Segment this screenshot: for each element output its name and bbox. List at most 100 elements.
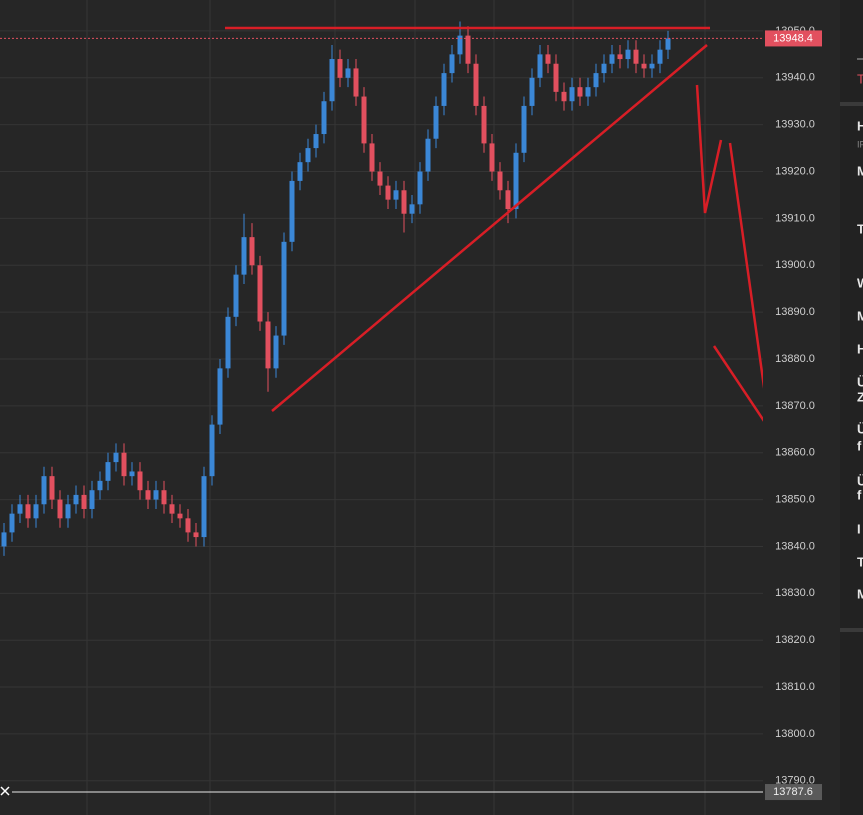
candle-body <box>41 476 47 505</box>
separator <box>840 102 863 106</box>
candle-body <box>49 476 55 500</box>
candle-body <box>337 59 343 78</box>
crosshair-label: 13787.6 <box>773 786 813 798</box>
y-tick-label: 13920.0 <box>775 165 815 177</box>
candle-body <box>297 162 303 181</box>
candle-body <box>137 471 143 491</box>
candle-body <box>609 54 615 64</box>
side-panel-text: f <box>857 438 862 453</box>
side-panel-text: IF <box>857 139 863 149</box>
y-tick-label: 13800.0 <box>775 728 815 740</box>
crosshair-tag <box>765 784 822 801</box>
y-tick-label: 13880.0 <box>775 353 815 365</box>
side-panel-text: T <box>857 221 863 236</box>
candle-body <box>273 335 279 369</box>
arrow-stroke <box>695 84 723 214</box>
candle-body <box>281 241 287 336</box>
side-panel-text: T <box>857 71 863 86</box>
candle-body <box>385 185 391 200</box>
y-tick-label: 13830.0 <box>775 587 815 599</box>
candle-body <box>313 134 319 149</box>
candle-body <box>649 63 655 69</box>
candle-body <box>537 54 543 78</box>
candle-body <box>201 476 207 538</box>
candle-body <box>185 518 191 533</box>
last-price-label: 13948.4 <box>773 32 813 44</box>
candle-body <box>657 49 663 64</box>
candle-body <box>449 54 455 74</box>
side-panel-text: Ü <box>857 374 863 389</box>
candle-body <box>105 462 111 481</box>
y-tick-label: 13810.0 <box>775 681 815 693</box>
candle-body <box>417 171 423 205</box>
side-panel-bg <box>840 0 863 815</box>
candle-body <box>121 452 127 477</box>
candle-body <box>225 316 231 369</box>
candle-body <box>641 63 647 69</box>
candle-body <box>73 494 79 505</box>
candle-body <box>497 171 503 191</box>
candle-body <box>393 190 399 200</box>
y-tick-label: 13910.0 <box>775 212 815 224</box>
candle-body <box>241 237 247 275</box>
candle-body <box>593 73 599 88</box>
candle-body <box>9 513 15 533</box>
candle-body <box>465 35 471 64</box>
candle-body <box>217 368 223 425</box>
price-axis <box>763 0 840 815</box>
candle-body <box>409 204 415 214</box>
side-panel-text: H <box>857 118 863 133</box>
candle-body <box>633 49 639 64</box>
candle-body <box>161 490 167 505</box>
vertical-grid <box>86 0 706 815</box>
candle-body <box>193 532 199 538</box>
candle-body <box>177 513 183 519</box>
y-tick-label: 13900.0 <box>775 259 815 271</box>
candle-body <box>289 180 295 242</box>
candle-body <box>585 87 591 97</box>
candle-body <box>433 105 439 139</box>
candle-body <box>425 138 431 172</box>
candle-body <box>369 143 375 172</box>
candle-body <box>665 38 671 50</box>
side-panel-text: H <box>857 341 863 356</box>
candle-body <box>305 148 311 163</box>
last-price-tag <box>765 30 822 47</box>
side-panel-text: M <box>857 308 863 323</box>
y-tick-label: 13890.0 <box>775 306 815 318</box>
y-tick-label: 13790.0 <box>775 775 815 787</box>
candle-body <box>569 87 575 102</box>
candle-body <box>209 424 215 477</box>
y-tick-label: 13860.0 <box>775 447 815 459</box>
side-panel-text: W <box>857 275 863 290</box>
candle-body <box>81 494 87 509</box>
arrow-head <box>712 345 772 431</box>
candle-body <box>561 91 567 102</box>
grid <box>0 30 763 782</box>
side-panel-text: T <box>857 554 863 569</box>
candle-body <box>89 490 95 509</box>
candle-body <box>361 96 367 144</box>
candle-body <box>529 77 535 106</box>
y-tick-label: 13870.0 <box>775 400 815 412</box>
candles <box>1 21 671 556</box>
y-tick-label: 13820.0 <box>775 634 815 646</box>
y-tick-label: 13840.0 <box>775 540 815 552</box>
candle-body <box>577 87 583 97</box>
candle-body <box>65 504 71 519</box>
candle-body <box>625 49 631 60</box>
candle-body <box>545 54 551 64</box>
candle-body <box>377 171 383 186</box>
drawings <box>225 26 790 431</box>
candle-body <box>353 68 359 97</box>
candle-body <box>473 63 479 106</box>
trend-line <box>271 44 708 412</box>
y-tick-label: 13940.0 <box>775 72 815 84</box>
crosshair-close[interactable] <box>0 786 10 796</box>
side-panel-text: Z <box>857 389 863 404</box>
price-tags: 13948.4 13787.6 <box>0 30 822 801</box>
y-tick-label: 13930.0 <box>775 119 815 131</box>
candle-body <box>33 504 39 519</box>
